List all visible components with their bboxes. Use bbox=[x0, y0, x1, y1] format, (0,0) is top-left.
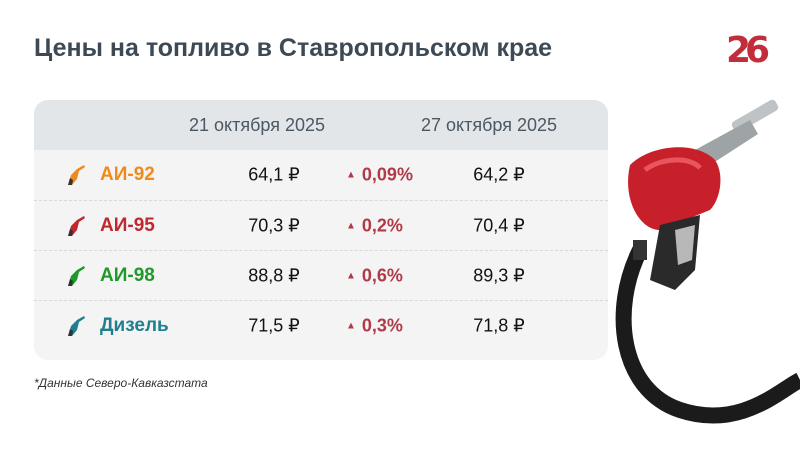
fuel-price-table: 21 октября 2025 27 октября 2025 АИ-92 64… bbox=[34, 100, 608, 360]
table-row: АИ-98 88,8 ₽ ▲ 0,6% 89,3 ₽ bbox=[34, 250, 608, 301]
header-date-after: 27 октября 2025 bbox=[421, 115, 558, 135]
table-header: 21 октября 2025 27 октября 2025 bbox=[34, 100, 608, 150]
price-after: 71,8 ₽ bbox=[473, 315, 525, 336]
fuel-type-label: АИ-92 bbox=[100, 164, 155, 185]
triangle-up-icon: ▲ bbox=[346, 169, 356, 181]
fuel-nozzle-icon bbox=[68, 165, 85, 185]
price-before: 70,3 ₽ bbox=[248, 215, 300, 236]
fuel-nozzle-icon bbox=[68, 266, 85, 286]
fuel-pump-nozzle-illustration bbox=[615, 99, 800, 424]
fuel-nozzle-icon bbox=[68, 316, 85, 336]
fuel-nozzle-icon bbox=[68, 216, 85, 236]
price-change: ▲ 0,3% bbox=[346, 316, 403, 337]
price-change: ▲ 0,09% bbox=[346, 165, 413, 186]
price-change-value: 0,6% bbox=[361, 265, 403, 286]
price-before: 88,8 ₽ bbox=[248, 265, 300, 286]
fuel-type-label: Дизель bbox=[100, 315, 169, 336]
logo: 26 bbox=[726, 30, 770, 71]
price-change-value: 0,2% bbox=[361, 215, 403, 236]
table-row: Дизель 71,5 ₽ ▲ 0,3% 71,8 ₽ bbox=[34, 300, 608, 351]
fuel-type-label: АИ-98 bbox=[100, 265, 155, 286]
triangle-up-icon: ▲ bbox=[346, 220, 356, 232]
table-row: АИ-92 64,1 ₽ ▲ 0,09% 64,2 ₽ bbox=[34, 150, 608, 200]
price-change: ▲ 0,6% bbox=[346, 266, 403, 287]
price-after: 89,3 ₽ bbox=[473, 265, 525, 286]
triangle-up-icon: ▲ bbox=[346, 320, 356, 332]
price-before: 71,5 ₽ bbox=[248, 315, 300, 336]
fuel-type-label: АИ-95 bbox=[100, 215, 155, 236]
header-date-before: 21 октября 2025 bbox=[189, 115, 326, 135]
page-title: Цены на топливо в Ставропольском крае bbox=[34, 34, 553, 62]
price-after: 64,2 ₽ bbox=[473, 164, 525, 185]
footnote: *Данные Северо-Кавказстата bbox=[34, 376, 208, 390]
price-before: 64,1 ₽ bbox=[248, 164, 300, 185]
price-change: ▲ 0,2% bbox=[346, 216, 403, 237]
price-change-value: 0,09% bbox=[361, 164, 413, 185]
triangle-up-icon: ▲ bbox=[346, 270, 356, 282]
table-row: АИ-95 70,3 ₽ ▲ 0,2% 70,4 ₽ bbox=[34, 200, 608, 251]
price-after: 70,4 ₽ bbox=[473, 215, 525, 236]
price-change-value: 0,3% bbox=[361, 315, 403, 336]
